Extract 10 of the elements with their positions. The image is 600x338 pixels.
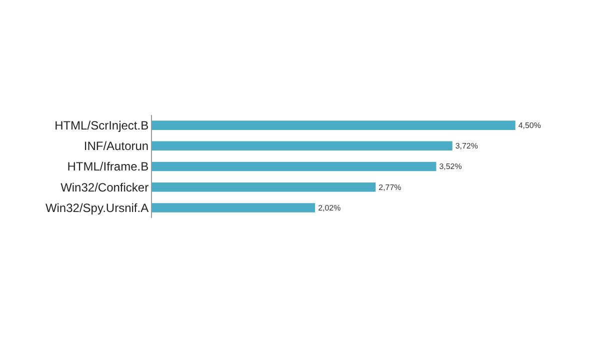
bar [152,203,316,212]
bar [152,120,516,130]
y-tick-label: HTML/Iframe.B [67,160,149,174]
y-tick-label: Win32/Conficker [60,180,149,194]
bar [152,141,452,151]
bar [152,182,376,192]
bar [152,162,436,172]
y-tick-label: Win32/Spy.Ursnif.A [45,200,149,215]
y-tick-label: INF/Autorun [84,139,149,154]
y-tick-label: HTML/ScrInject.B [54,118,149,132]
